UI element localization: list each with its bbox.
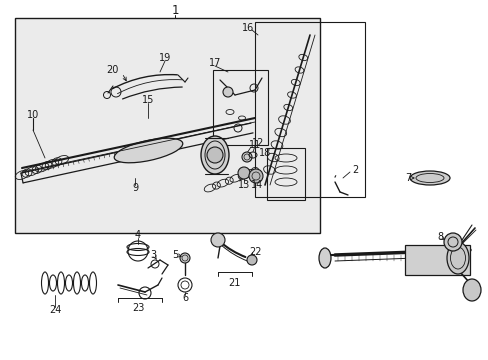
Text: 7: 7 xyxy=(404,173,410,183)
Text: 2: 2 xyxy=(351,165,357,175)
Text: 13: 13 xyxy=(237,180,250,190)
Ellipse shape xyxy=(201,136,228,174)
Circle shape xyxy=(443,233,461,251)
Text: 10: 10 xyxy=(27,110,39,120)
Circle shape xyxy=(180,253,190,263)
Text: 16: 16 xyxy=(242,23,254,33)
Text: 12: 12 xyxy=(251,138,264,148)
Text: 22: 22 xyxy=(248,247,261,257)
Circle shape xyxy=(210,233,224,247)
Text: 18: 18 xyxy=(258,148,270,158)
Circle shape xyxy=(248,169,263,183)
Bar xyxy=(404,245,469,275)
Text: 24: 24 xyxy=(49,305,61,315)
Text: 3: 3 xyxy=(150,250,156,260)
Text: 20: 20 xyxy=(105,65,118,75)
Ellipse shape xyxy=(318,248,330,268)
Text: 14: 14 xyxy=(250,180,263,190)
Ellipse shape xyxy=(462,279,480,301)
Text: 1: 1 xyxy=(171,4,179,18)
Text: 17: 17 xyxy=(208,58,221,68)
Text: 15: 15 xyxy=(142,95,154,105)
Text: 4: 4 xyxy=(135,230,141,240)
Bar xyxy=(213,70,267,145)
Ellipse shape xyxy=(409,171,449,185)
Text: 5: 5 xyxy=(171,250,178,260)
Circle shape xyxy=(246,255,257,265)
Text: 6: 6 xyxy=(182,293,188,303)
Bar xyxy=(254,22,364,197)
Ellipse shape xyxy=(446,242,468,274)
Circle shape xyxy=(242,152,251,162)
Text: 8: 8 xyxy=(436,232,442,242)
Bar xyxy=(266,148,305,200)
Ellipse shape xyxy=(114,138,183,163)
Circle shape xyxy=(238,167,249,179)
Text: 11: 11 xyxy=(248,140,261,150)
Bar xyxy=(15,18,319,233)
Text: 19: 19 xyxy=(159,53,171,63)
Text: 23: 23 xyxy=(132,303,144,313)
Circle shape xyxy=(206,147,223,163)
Circle shape xyxy=(223,87,232,97)
Text: 9: 9 xyxy=(132,183,138,193)
Text: 21: 21 xyxy=(227,278,240,288)
